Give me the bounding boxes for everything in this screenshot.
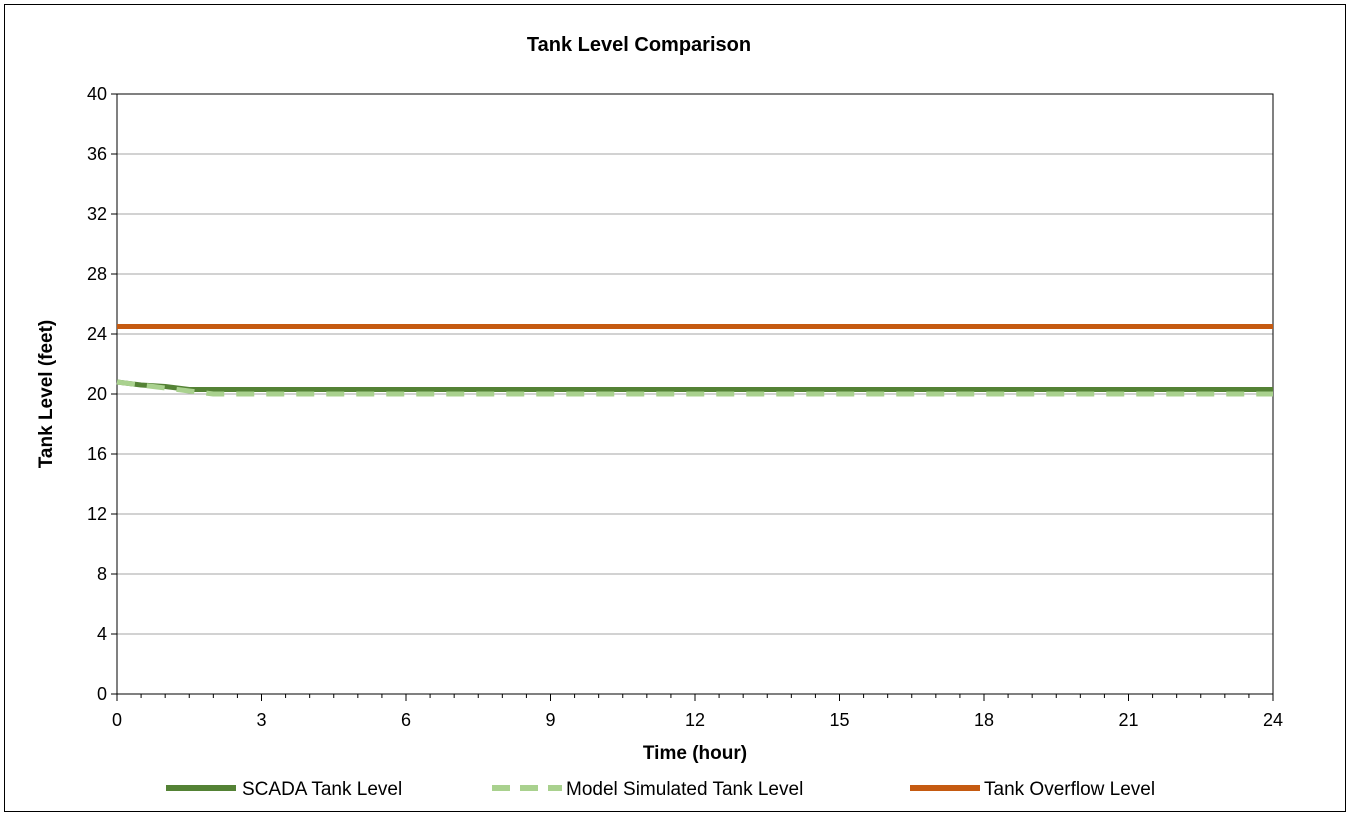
y-axis-title: Tank Level (feet) [36,320,57,469]
gridlines [117,153,1273,635]
legend-label-overflow: Tank Overflow Level [984,779,1155,800]
legend-label-model: Model Simulated Tank Level [566,779,803,800]
legend-label-scada: SCADA Tank Level [242,779,402,800]
x-tick-label: 0 [112,710,122,730]
x-tick-label: 24 [1263,710,1283,730]
y-tick-label: 32 [87,204,107,224]
x-tick-label: 9 [545,710,555,730]
y-tick-label: 8 [97,564,107,584]
x-tick-label: 15 [829,710,849,730]
chart-container [4,4,1346,812]
y-tick-label: 4 [97,624,107,644]
x-tick-label: 3 [256,710,266,730]
x-tick-label: 21 [1118,710,1138,730]
legend: SCADA Tank Level Model Simulated Tank Le… [166,779,1155,800]
y-axis-ticks: 0 4 8 12 16 20 24 28 32 36 40 [87,84,117,704]
x-axis-ticks: 0 3 6 9 12 15 18 21 24 [112,694,1283,730]
y-tick-label: 28 [87,264,107,284]
chart-title: Tank Level Comparison [527,34,751,56]
x-tick-label: 6 [401,710,411,730]
series-lines [116,324,1273,397]
y-tick-label: 12 [87,504,107,524]
x-tick-label: 18 [974,710,994,730]
y-tick-label: 16 [87,444,107,464]
y-tick-label: 36 [87,144,107,164]
x-tick-label: 12 [685,710,705,730]
x-axis-title: Time (hour) [643,743,747,764]
y-tick-label: 0 [97,684,107,704]
y-tick-label: 20 [87,384,107,404]
y-tick-label: 40 [87,84,107,104]
series-line-scada-tank-level [116,379,1273,392]
y-tick-label: 24 [87,324,107,344]
